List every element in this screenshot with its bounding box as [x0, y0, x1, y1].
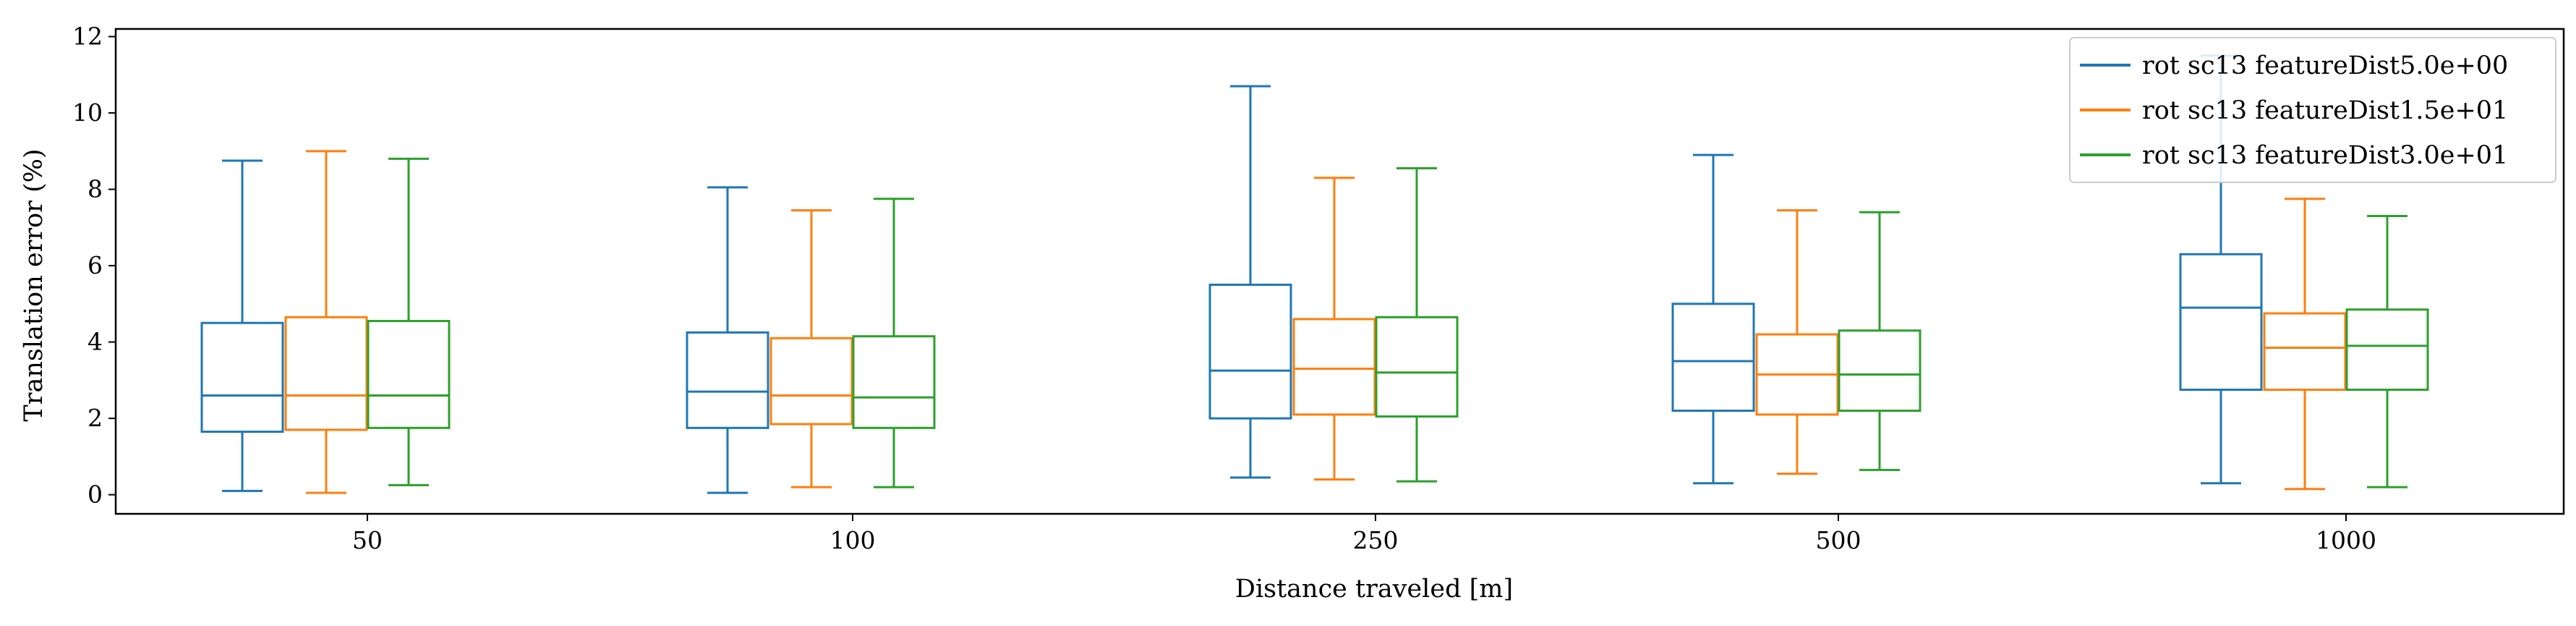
box-100-series-1 — [686, 186, 769, 494]
box-500-series-2 — [1755, 209, 1839, 475]
iqr-box — [200, 321, 284, 433]
box-500-series-3 — [1838, 211, 1922, 471]
plot-layer — [200, 54, 2429, 494]
y-tick-label: 12 — [72, 22, 103, 51]
legend: rot sc13 featureDist5.0e+00 rot sc13 feat… — [2069, 37, 2556, 183]
legend-label-3: rot sc13 featureDist3.0e+01 — [2142, 141, 2508, 170]
box-250-series-3 — [1375, 167, 1459, 483]
iqr-box — [1671, 303, 1755, 413]
x-tick-label: 500 — [1816, 526, 1861, 554]
box-1000-series-2 — [2263, 198, 2347, 491]
iqr-box — [2263, 312, 2347, 392]
plot-frame — [114, 28, 2565, 515]
box-50-series-2 — [284, 150, 368, 494]
box-1000-series-3 — [2345, 215, 2429, 488]
iqr-box — [367, 320, 451, 429]
iqr-box — [686, 331, 769, 429]
y-tick-label: 6 — [88, 251, 103, 279]
y-tick-label: 0 — [88, 481, 103, 509]
x-tick-label: 100 — [830, 526, 876, 554]
y-tick-label: 10 — [72, 98, 103, 127]
box-50-series-1 — [200, 159, 284, 492]
iqr-box — [1838, 329, 1922, 413]
iqr-box — [769, 337, 853, 426]
axes-layer: 0 2 4 6 8 10 12 50 100 250 500 1000 — [72, 22, 2565, 554]
iqr-box — [1292, 318, 1376, 416]
y-tick-label: 2 — [88, 404, 103, 432]
x-axis-label: Distance traveled [m] — [1235, 575, 1513, 604]
iqr-box — [1375, 316, 1459, 418]
box-50-series-3 — [367, 157, 451, 486]
legend-label-2: rot sc13 featureDist1.5e+01 — [2142, 96, 2508, 125]
box-500-series-1 — [1671, 153, 1755, 485]
y-axis-label: Translation error (%) — [20, 148, 48, 421]
x-tick-label: 50 — [352, 526, 383, 554]
iqr-box — [2179, 253, 2263, 392]
box-100-series-3 — [852, 198, 936, 488]
x-tick-label: 1000 — [2316, 526, 2376, 554]
box-250-series-1 — [1208, 85, 1292, 479]
iqr-box — [1208, 283, 1292, 420]
y-tick-label: 4 — [88, 328, 103, 356]
x-tick-label: 250 — [1353, 526, 1399, 554]
box-100-series-2 — [769, 209, 853, 488]
legend-label-1: rot sc13 featureDist5.0e+00 — [2142, 51, 2508, 80]
iqr-box — [284, 316, 368, 431]
y-tick-label: 8 — [88, 175, 103, 203]
box-250-series-2 — [1292, 177, 1376, 481]
legend-box — [2069, 37, 2556, 183]
iqr-box — [852, 335, 936, 429]
iqr-box — [2345, 308, 2429, 392]
